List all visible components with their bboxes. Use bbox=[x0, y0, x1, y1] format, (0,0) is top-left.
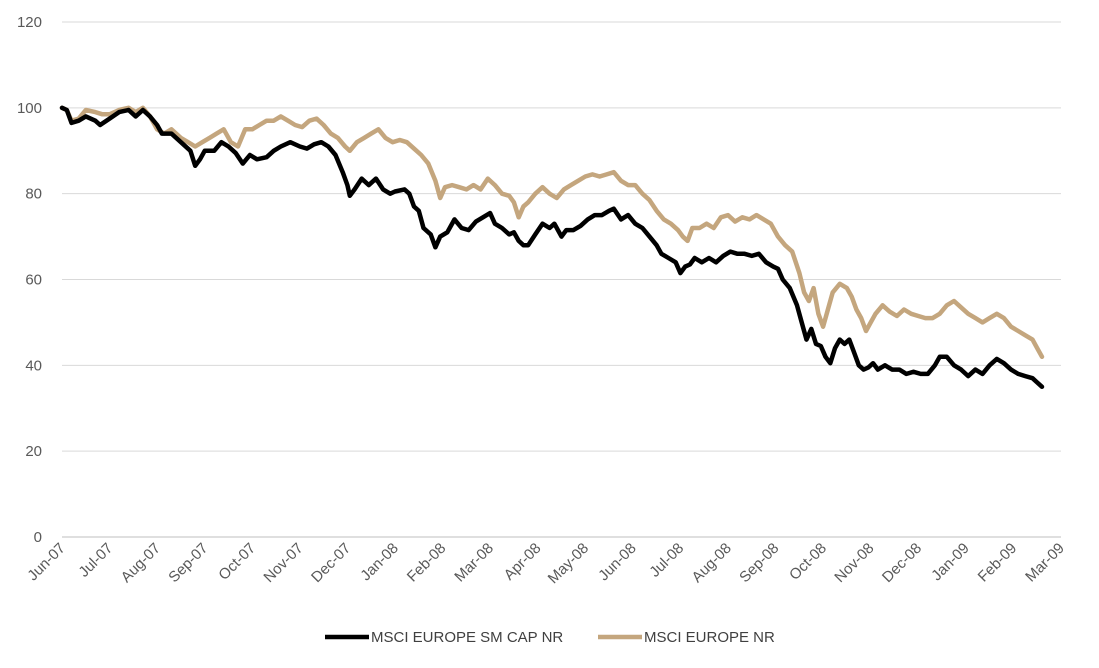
x-tick-label: Dec-07 bbox=[308, 540, 354, 586]
x-tick-label: Sep-07 bbox=[165, 540, 211, 586]
x-tick-label: Jan-09 bbox=[928, 540, 972, 584]
y-tick-label: 60 bbox=[25, 272, 42, 289]
y-tick-label: 0 bbox=[34, 529, 42, 546]
x-tick-label: Oct-08 bbox=[786, 540, 830, 584]
x-tick-label: Nov-07 bbox=[260, 540, 306, 586]
x-tick-label: May-08 bbox=[545, 540, 592, 587]
y-tick-label: 20 bbox=[25, 443, 42, 460]
x-tick-label: Aug-07 bbox=[118, 540, 164, 586]
x-tick-label: Jul-07 bbox=[75, 540, 116, 581]
legend-label: MSCI EUROPE SM CAP NR bbox=[371, 629, 563, 646]
x-tick-label: Mar-09 bbox=[1022, 540, 1068, 586]
series-line bbox=[59, 105, 1045, 390]
x-tick-label: Jun-08 bbox=[595, 540, 639, 584]
y-tick-label: 120 bbox=[17, 14, 42, 31]
legend: MSCI EUROPE SM CAP NR MSCI EUROPE NR bbox=[325, 629, 775, 646]
x-axis-ticks: Jun-07 Jul-07 Aug-07 Sep-07 Oct-07 Nov-07 Dec-… bbox=[24, 540, 1067, 587]
x-tick-label: Dec-08 bbox=[879, 540, 925, 586]
y-axis-ticks: 0 20 40 60 80 100 120 bbox=[17, 14, 42, 546]
x-tick-label: Mar-08 bbox=[451, 540, 497, 586]
x-tick-label: Sep-08 bbox=[736, 540, 782, 586]
x-tick-label: Jan-08 bbox=[357, 540, 401, 584]
x-tick-label: Oct-07 bbox=[215, 540, 259, 584]
x-tick-label: Apr-08 bbox=[501, 540, 545, 584]
y-tick-label: 80 bbox=[25, 186, 42, 203]
x-tick-label: Feb-08 bbox=[404, 540, 450, 586]
x-tick-label: Jul-08 bbox=[646, 540, 687, 581]
series-line bbox=[59, 105, 1045, 360]
y-tick-label: 100 bbox=[17, 100, 42, 117]
y-tick-label: 40 bbox=[25, 357, 42, 374]
x-tick-label: Feb-09 bbox=[975, 540, 1021, 586]
legend-label: MSCI EUROPE NR bbox=[644, 629, 775, 646]
x-tick-label: Aug-08 bbox=[689, 540, 735, 586]
gridlines bbox=[62, 21, 1061, 538]
series-lines bbox=[59, 105, 1045, 390]
x-tick-label: Jun-07 bbox=[24, 540, 68, 584]
x-tick-label: Nov-08 bbox=[831, 540, 877, 586]
